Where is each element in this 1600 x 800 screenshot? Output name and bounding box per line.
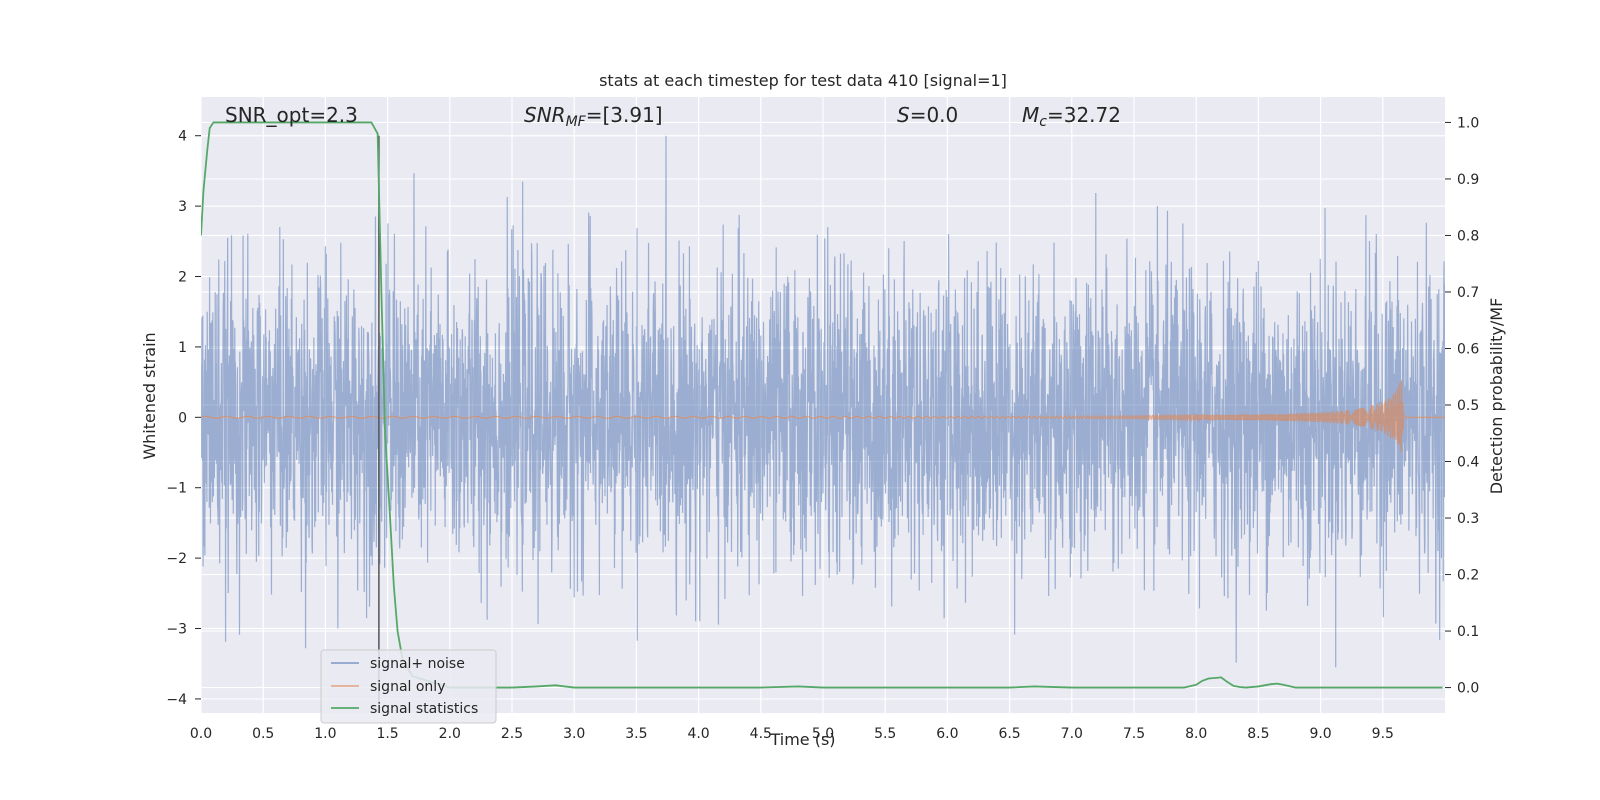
signal-statistics-line (201, 121, 1443, 689)
y2-axis-label: Detection probability/MF (1487, 298, 1506, 495)
y-tick-label: −3 (166, 622, 187, 638)
y-tick-label: −4 (166, 692, 187, 708)
x-tick-label: 7.5 (1123, 726, 1145, 742)
mc-subscript: c (1039, 114, 1047, 130)
y2-axis-ticks: 0.0 0.1 0.2 0.3 0.4 0.5 0.6 0.7 0.8 0.9 1.0 (1445, 115, 1479, 697)
legend-label-signal-statistics: signal statistics (370, 701, 478, 717)
y-tick-label: −1 (166, 481, 187, 497)
y2-tick-label: 0.6 (1457, 341, 1479, 357)
y-tick-label: 3 (178, 199, 187, 215)
x-tick-label: 0.5 (252, 726, 274, 742)
signal-statistics-series (201, 121, 1443, 689)
x-tick-label: 5.5 (874, 726, 896, 742)
s-annotation: S=0.0 (897, 103, 958, 127)
y-tick-label: 2 (178, 270, 187, 286)
y-axis-label: Whitened strain (140, 332, 159, 459)
y2-tick-label: 0.7 (1457, 285, 1479, 301)
chart-title: stats at each timestep for test data 410… (599, 71, 1007, 90)
x-tick-label: 2.5 (501, 726, 523, 742)
mc-label: M (1022, 103, 1039, 127)
x-tick-label: 4.0 (687, 726, 709, 742)
legend-item-signal-only: signal only (331, 679, 445, 695)
snr-mf-annotation: SNRMF=[3.91] (524, 103, 663, 130)
x-tick-label: 3.5 (625, 726, 647, 742)
legend-item-signal-statistics: signal statistics (331, 701, 478, 717)
signal-only-line (201, 380, 1445, 452)
y2-tick-label: 0.9 (1457, 172, 1479, 188)
signal-noise-series (201, 135, 1445, 668)
x-axis-ticks: 0.0 0.5 1.0 1.5 2.0 2.5 3.0 3.5 4.0 4.5 5.0 5.5 6.0 6… (190, 726, 1394, 742)
s-value: =0.0 (910, 103, 959, 127)
legend-box (320, 649, 497, 724)
y2-tick-label: 0.2 (1457, 568, 1479, 584)
legend-label-signal-only: signal only (370, 679, 445, 695)
x-tick-label: 2.0 (439, 726, 461, 742)
x-tick-label: 0.0 (190, 726, 212, 742)
y-tick-label: 1 (178, 340, 187, 356)
y2-tick-label: 1.0 (1457, 115, 1479, 131)
snr-mf-value: =[3.91] (586, 103, 663, 127)
x-tick-label: 9.0 (1309, 726, 1331, 742)
y2-tick-label: 0.4 (1457, 455, 1479, 471)
x-tick-label: 4.5 (750, 726, 772, 742)
y2-tick-label: 0.3 (1457, 511, 1479, 527)
signal-only-series (201, 380, 1445, 452)
mc-annotation: Mc=32.72 (1022, 103, 1121, 130)
x-axis-label: Time (s) (769, 730, 835, 749)
x-tick-label: 8.5 (1247, 726, 1269, 742)
x-tick-label: 8.0 (1185, 726, 1207, 742)
x-tick-label: 1.0 (314, 726, 336, 742)
x-tick-label: 7.0 (1061, 726, 1083, 742)
snr-opt-annotation: SNR_opt=2.3 (225, 103, 358, 127)
legend: signal+ noise signal only signal statist… (320, 649, 497, 724)
s-label: S (897, 103, 910, 127)
signal-noise-line (201, 135, 1445, 668)
y2-tick-label: 0.8 (1457, 228, 1479, 244)
x-tick-label: 6.0 (936, 726, 958, 742)
mc-value: =32.72 (1047, 103, 1121, 127)
y-tick-label: 4 (178, 129, 187, 145)
y2-tick-label: 0.5 (1457, 398, 1479, 414)
y-axis-ticks: −4 −3 −2 −1 0 1 2 3 4 (166, 129, 201, 708)
x-tick-label: 9.5 (1372, 726, 1394, 742)
x-tick-label: 3.0 (563, 726, 585, 742)
x-tick-label: 1.5 (376, 726, 398, 742)
y-tick-label: 0 (178, 410, 187, 426)
legend-label-signal-noise: signal+ noise (370, 656, 465, 672)
legend-item-signal-noise: signal+ noise (331, 656, 465, 672)
y2-tick-label: 0.0 (1457, 681, 1479, 697)
y-tick-label: −2 (166, 551, 187, 567)
x-tick-label: 6.5 (998, 726, 1020, 742)
x-tick-label: 5.0 (812, 726, 834, 742)
y2-tick-label: 0.1 (1457, 624, 1479, 640)
snr-mf-subscript: MF (566, 114, 587, 130)
snr-mf-label: SNR (524, 103, 566, 127)
